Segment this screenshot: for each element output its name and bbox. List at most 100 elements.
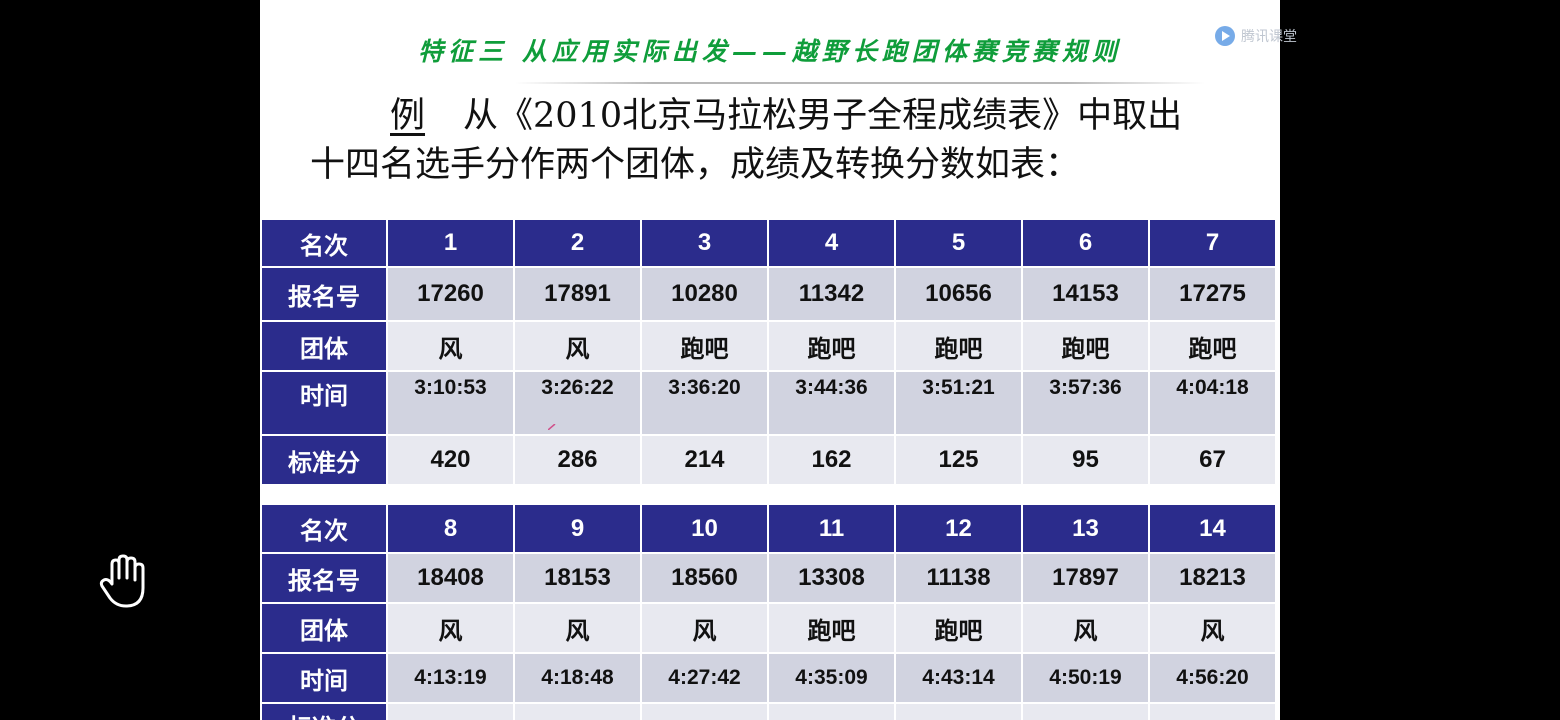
table-row-team: 团体 风 风 跑吧 跑吧 跑吧 跑吧 跑吧 xyxy=(262,322,1275,370)
table-cell: 7 xyxy=(1150,220,1275,266)
table-row-score: 标准分 420 286 214 162 125 95 67 xyxy=(262,436,1275,484)
table-cell: 4:27:42 xyxy=(642,654,767,702)
table-row-bib: 报名号 18408 18153 18560 13308 11138 17897 … xyxy=(262,554,1275,602)
table-cell: 风 xyxy=(1023,604,1148,652)
play-logo-icon xyxy=(1215,26,1235,46)
table-cell: 67 xyxy=(1150,436,1275,484)
table-cell: 95 xyxy=(1023,436,1148,484)
table-cell: 4:04:18 xyxy=(1150,372,1275,434)
table-cell: 13 xyxy=(1023,505,1148,552)
intro-line-1-text: 从《2010北京马拉松男子全程成绩表》中取出 xyxy=(463,96,1183,136)
table-cell: 10280 xyxy=(642,268,767,320)
table-cell: 跑吧 xyxy=(769,604,894,652)
table-cell: 4:13:19 xyxy=(388,654,513,702)
table-cell: 214 xyxy=(642,436,767,484)
table-cell: 3:51:21 xyxy=(896,372,1021,434)
table-cell: 4:18:48 xyxy=(515,654,640,702)
table-cell: 14 xyxy=(1150,505,1275,552)
results-table-2: 名次 8 9 10 11 12 13 14 报名号 18408 18153 18… xyxy=(260,503,1277,720)
table-cell: 12 xyxy=(896,505,1021,552)
table-cell: 跑吧 xyxy=(769,322,894,370)
table-cell: 3:26:22 xyxy=(515,372,640,434)
table-cell: 17260 xyxy=(388,268,513,320)
table-cell: 4:56:20 xyxy=(1150,654,1275,702)
table-row-rank: 名次 8 9 10 11 12 13 14 xyxy=(262,505,1275,552)
hand-icon[interactable] xyxy=(98,554,150,608)
table-cell: 13308 xyxy=(769,554,894,602)
table-cell: 14153 xyxy=(1023,268,1148,320)
intro-line-1: 例从《2010北京马拉松男子全程成绩表》中取出 xyxy=(310,92,1270,141)
table-row-team: 团体 风 风 风 跑吧 跑吧 风 风 xyxy=(262,604,1275,652)
table-row-time: 时间 3:10:53 3:26:22 3:36:20 3:44:36 3:51:… xyxy=(262,372,1275,434)
heading-divider xyxy=(515,82,1205,84)
table-row-score-cut-off: 标准分 xyxy=(262,704,1275,720)
example-label: 例 xyxy=(390,96,426,136)
table-cell: 17891 xyxy=(515,268,640,320)
table-cell: 125 xyxy=(896,436,1021,484)
table-cell: 风 xyxy=(515,322,640,370)
table-cell: 420 xyxy=(388,436,513,484)
table-cell: 9 xyxy=(515,505,640,552)
table-cell xyxy=(515,704,640,720)
table-cell xyxy=(896,704,1021,720)
intro-line-2: 十四名选手分作两个团体，成绩及转换分数如表： xyxy=(310,145,1081,185)
row-header: 团体 xyxy=(262,322,386,370)
table-cell: 3:10:53 xyxy=(388,372,513,434)
watermark-text: 腾讯课堂 xyxy=(1241,29,1297,45)
results-table-1: 名次 1 2 3 4 5 6 7 报名号 17260 17891 10280 1… xyxy=(260,218,1277,486)
table-cell: 18213 xyxy=(1150,554,1275,602)
table-row-rank: 名次 1 2 3 4 5 6 7 xyxy=(262,220,1275,266)
table-cell: 4:43:14 xyxy=(896,654,1021,702)
table-row-time: 时间 4:13:19 4:18:48 4:27:42 4:35:09 4:43:… xyxy=(262,654,1275,702)
table-cell: 2 xyxy=(515,220,640,266)
row-header: 时间 xyxy=(262,372,386,434)
table-cell: 5 xyxy=(896,220,1021,266)
table-cell: 风 xyxy=(1150,604,1275,652)
table-cell: 10 xyxy=(642,505,767,552)
row-header: 标准分 xyxy=(262,436,386,484)
annotation-pen-mark xyxy=(548,424,556,430)
table-cell xyxy=(388,704,513,720)
row-header: 名次 xyxy=(262,220,386,266)
table-cell: 跑吧 xyxy=(896,604,1021,652)
table-cell: 跑吧 xyxy=(896,322,1021,370)
table-cell xyxy=(642,704,767,720)
table-cell xyxy=(1023,704,1148,720)
row-header: 报名号 xyxy=(262,554,386,602)
table-cell: 跑吧 xyxy=(1023,322,1148,370)
table-cell: 11342 xyxy=(769,268,894,320)
table-cell: 10656 xyxy=(896,268,1021,320)
table-cell: 4:35:09 xyxy=(769,654,894,702)
table-cell: 18408 xyxy=(388,554,513,602)
table-cell: 风 xyxy=(515,604,640,652)
table-cell: 17897 xyxy=(1023,554,1148,602)
table-cell: 11 xyxy=(769,505,894,552)
table-cell: 风 xyxy=(388,604,513,652)
table-cell: 11138 xyxy=(896,554,1021,602)
table-cell xyxy=(769,704,894,720)
table-cell: 跑吧 xyxy=(642,322,767,370)
table-cell: 286 xyxy=(515,436,640,484)
row-header: 名次 xyxy=(262,505,386,552)
table-cell: 4 xyxy=(769,220,894,266)
slide-heading: 特征三 从应用实际出发——越野长跑团体赛竞赛规则 xyxy=(418,37,1122,66)
row-header: 时间 xyxy=(262,654,386,702)
watermark: 腾讯课堂 xyxy=(1214,24,1314,48)
table-cell: 1 xyxy=(388,220,513,266)
row-header: 标准分 xyxy=(262,704,386,720)
table-cell: 跑吧 xyxy=(1150,322,1275,370)
table-cell: 3 xyxy=(642,220,767,266)
table-row-bib: 报名号 17260 17891 10280 11342 10656 14153 … xyxy=(262,268,1275,320)
table-cell: 3:57:36 xyxy=(1023,372,1148,434)
table-cell: 3:36:20 xyxy=(642,372,767,434)
table-cell: 162 xyxy=(769,436,894,484)
table-cell: 风 xyxy=(388,322,513,370)
table-cell: 6 xyxy=(1023,220,1148,266)
table-cell xyxy=(1150,704,1275,720)
table-cell: 3:44:36 xyxy=(769,372,894,434)
row-header: 报名号 xyxy=(262,268,386,320)
table-cell: 18153 xyxy=(515,554,640,602)
lecture-slide: 特征三 从应用实际出发——越野长跑团体赛竞赛规则 例从《2010北京马拉松男子全… xyxy=(260,0,1280,720)
row-header: 团体 xyxy=(262,604,386,652)
table-cell: 18560 xyxy=(642,554,767,602)
